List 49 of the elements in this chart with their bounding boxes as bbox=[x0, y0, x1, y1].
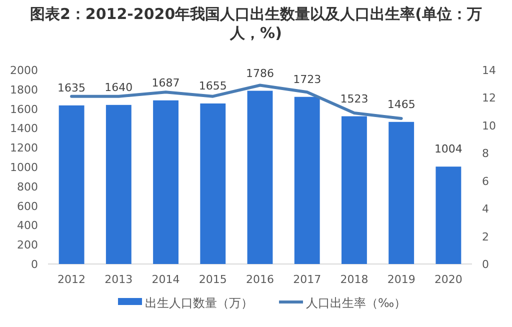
bar bbox=[58, 105, 84, 264]
y-tick-label: 1600 bbox=[10, 102, 38, 116]
y-tick-label: 1400 bbox=[10, 122, 38, 136]
x-tick-label: 2018 bbox=[340, 273, 368, 286]
bar bbox=[388, 122, 414, 264]
y-tick-label: 1800 bbox=[10, 83, 38, 96]
data-label: 1004 bbox=[434, 142, 462, 156]
bar bbox=[294, 96, 320, 264]
x-tick-label: 2017 bbox=[293, 273, 322, 286]
y-tick-label: 2000 bbox=[10, 64, 38, 77]
x-tick-label: 2015 bbox=[198, 273, 227, 286]
y2-tick-label: 6 bbox=[482, 174, 489, 188]
y-tick-label: 800 bbox=[17, 180, 38, 194]
y2-tick-label: 10 bbox=[482, 119, 496, 132]
data-label: 1635 bbox=[58, 81, 86, 94]
bar bbox=[342, 116, 367, 264]
data-label: 1640 bbox=[104, 80, 133, 94]
y2-tick-label: 8 bbox=[482, 147, 489, 160]
data-label: 1523 bbox=[340, 92, 368, 106]
bar bbox=[106, 104, 132, 264]
x-tick-label: 2020 bbox=[434, 273, 462, 286]
data-label: 1786 bbox=[246, 66, 274, 80]
data-label: 1723 bbox=[293, 72, 322, 86]
bar bbox=[200, 103, 226, 264]
y2-tick-label: 0 bbox=[482, 258, 489, 271]
data-label: 1655 bbox=[198, 79, 227, 92]
x-tick-label: 2016 bbox=[246, 273, 274, 286]
y2-tick-label: 2 bbox=[482, 230, 489, 244]
y-tick-label: 600 bbox=[17, 200, 38, 213]
y-tick-label: 400 bbox=[17, 219, 38, 232]
x-tick-label: 2014 bbox=[152, 273, 180, 286]
y-tick-label: 1200 bbox=[10, 142, 38, 155]
y-tick-label: 0 bbox=[31, 258, 38, 271]
data-label: 1687 bbox=[152, 76, 180, 90]
y-tick-label: 1000 bbox=[10, 161, 38, 174]
x-tick-label: 2013 bbox=[104, 273, 133, 286]
y2-tick-label: 4 bbox=[482, 202, 489, 216]
legend-label: 出生人口数量（万） bbox=[145, 296, 253, 310]
bar bbox=[153, 100, 178, 264]
chart-title: 图表2：2012-2020年我国人口出生数量以及人口出生率(单位：万人，%) bbox=[30, 5, 482, 42]
y-tick-label: 200 bbox=[17, 238, 38, 252]
y2-tick-label: 12 bbox=[482, 92, 496, 105]
x-tick-label: 2012 bbox=[58, 273, 86, 286]
bar bbox=[247, 90, 273, 264]
y2-tick-label: 14 bbox=[482, 64, 496, 77]
data-label: 1465 bbox=[387, 98, 416, 111]
x-tick-label: 2019 bbox=[387, 273, 416, 286]
legend-label: 人口出生率（‰） bbox=[306, 296, 406, 310]
bar bbox=[436, 166, 462, 264]
